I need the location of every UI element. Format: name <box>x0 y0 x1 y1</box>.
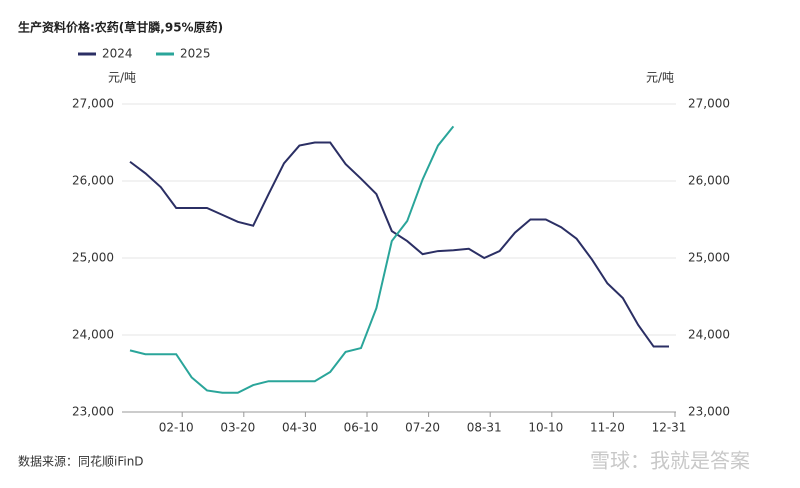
y-tick-label: 26,000 <box>72 174 114 188</box>
x-tick-label: 12-31 <box>652 421 687 435</box>
x-tick-label: 10-10 <box>528 421 563 435</box>
legend-label: 2024 <box>102 47 133 61</box>
legend-label: 2025 <box>180 47 211 61</box>
y2-tick-label: 25,000 <box>688 251 730 265</box>
x-tick-label: 03-20 <box>220 421 255 435</box>
y-tick-label: 25,000 <box>72 251 114 265</box>
y2-tick-label: 26,000 <box>688 174 730 188</box>
x-tick-label: 02-10 <box>159 421 194 435</box>
x-tick-label: 11-20 <box>590 421 625 435</box>
x-tick-label: 07-20 <box>405 421 440 435</box>
y2-tick-label: 24,000 <box>688 328 730 342</box>
x-tick-label: 06-10 <box>344 421 379 435</box>
y2-tick-label: 23,000 <box>688 405 730 419</box>
y2-tick-label: 27,000 <box>688 97 730 111</box>
y-tick-label: 23,000 <box>72 405 114 419</box>
chart-title: 生产资料价格:农药(草甘膦,95%原药) <box>18 20 223 35</box>
x-tick-label: 04-30 <box>282 421 317 435</box>
y-tick-label: 27,000 <box>72 97 114 111</box>
series-line <box>129 125 455 394</box>
y-tick-label: 24,000 <box>72 328 114 342</box>
y-unit: 元/吨 <box>108 71 136 85</box>
x-tick-label: 08-31 <box>467 421 502 435</box>
y2-unit: 元/吨 <box>646 71 674 85</box>
source: 数据来源：同花顺iFinD <box>18 454 144 469</box>
series-line <box>129 141 669 348</box>
watermark: 雪球：我就是答案 <box>590 449 750 473</box>
